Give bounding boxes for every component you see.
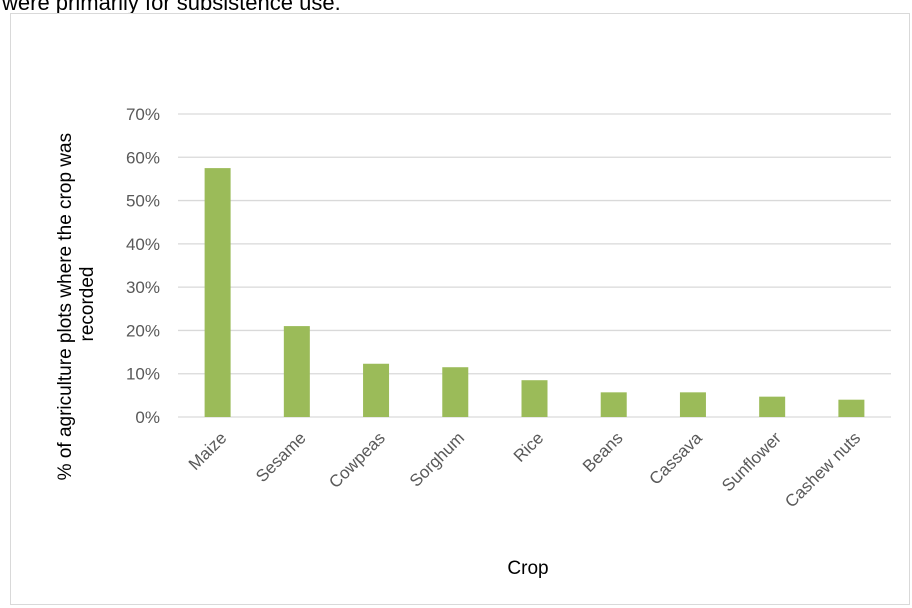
y-axis-title: % of agriculture plots where the crop wa… [55, 128, 98, 481]
x-axis-ticks: Maize Sesame Cowpeas Sorghum Rice Beans Cassav… [185, 428, 864, 511]
y-tick-label: 50% [126, 192, 160, 211]
caption-fragment: were primarily for subsistence use. [2, 0, 341, 15]
y-tick-label: 20% [126, 321, 160, 340]
y-axis-title-line-2: recorded [77, 267, 98, 342]
y-tick-label: 0% [135, 408, 160, 427]
y-axis-title-line-1: % of agriculture plots where the crop wa… [55, 133, 76, 480]
x-tick-label: Rice [510, 428, 547, 465]
x-axis-title: Crop [507, 558, 548, 579]
y-tick-label: 70% [126, 105, 160, 124]
bar-sunflower [759, 396, 786, 417]
y-tick-label: 30% [126, 278, 160, 297]
y-tick-label: 60% [126, 148, 160, 167]
chart-area: 0% 10% 20% 30% 40% 50% 60% 70% Maize Sesame Cowpe… [10, 13, 910, 605]
bar-sorghum [442, 367, 469, 417]
x-tick-label: Cashew nuts [781, 428, 864, 511]
x-tick-label: Maize [185, 428, 231, 474]
bar-maize [204, 168, 231, 417]
x-tick-label: Sesame [252, 428, 310, 486]
bars [204, 168, 865, 417]
bar-beans [600, 392, 627, 417]
x-tick-label: Cowpeas [325, 428, 389, 492]
x-tick-label: Sunflower [718, 428, 785, 495]
bar-cowpeas [363, 363, 390, 417]
bar-rice [521, 380, 548, 417]
y-tick-label: 40% [126, 235, 160, 254]
y-tick-label: 10% [126, 365, 160, 384]
x-tick-label: Cassava [646, 428, 707, 489]
bar-sesame [283, 326, 310, 417]
y-axis-ticks: 0% 10% 20% 30% 40% 50% 60% 70% [126, 105, 160, 427]
x-tick-label: Beans [579, 428, 627, 476]
bar-cassava [679, 392, 706, 417]
bar-chart: 0% 10% 20% 30% 40% 50% 60% 70% Maize Sesame Cowpe… [55, 105, 891, 579]
x-tick-label: Sorghum [406, 428, 468, 490]
bar-cashew-nuts [838, 399, 865, 417]
